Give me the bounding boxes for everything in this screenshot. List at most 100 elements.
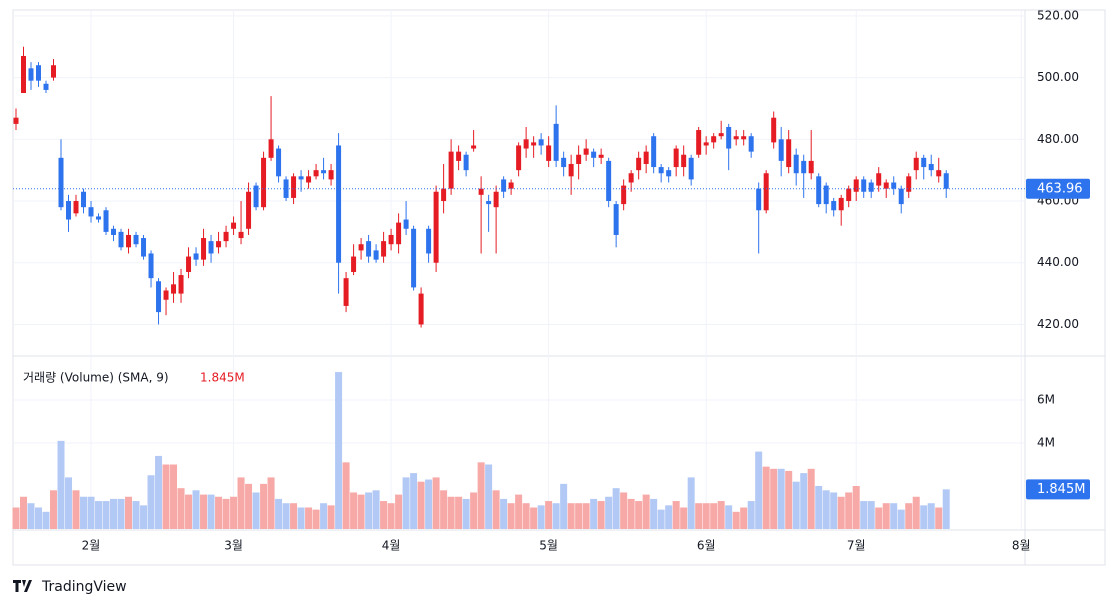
- candle-body: [703, 142, 709, 146]
- volume-bar: [582, 503, 590, 529]
- volume-bar: [170, 464, 178, 529]
- volume-bar: [680, 507, 688, 529]
- logo: TradingView: [13, 579, 127, 595]
- candle-body: [156, 281, 162, 313]
- candle-body: [96, 216, 102, 220]
- candle-body: [763, 173, 769, 211]
- candle-body: [216, 241, 222, 248]
- candle-body: [223, 231, 229, 242]
- volume-bar: [575, 503, 583, 529]
- grid: [13, 10, 1025, 530]
- candle-body: [876, 173, 882, 186]
- candle-body: [66, 201, 72, 220]
- last-volume-label: 1.845M: [1037, 482, 1085, 497]
- candle-body: [801, 160, 807, 174]
- volume-bar: [290, 503, 298, 529]
- candle-body: [306, 176, 312, 183]
- candle-body: [861, 179, 867, 192]
- candle-body: [276, 148, 282, 177]
- candle-body: [718, 133, 724, 137]
- volume-bar: [920, 505, 928, 529]
- x-tick-label: 4월: [382, 539, 401, 553]
- volume-bar: [230, 496, 238, 529]
- candle-body: [486, 201, 492, 205]
- candle-body: [898, 188, 904, 205]
- candle-body: [583, 148, 589, 155]
- volume-bar: [905, 503, 913, 529]
- volume-bar: [320, 503, 328, 529]
- volume-bar: [372, 490, 380, 529]
- last-price-label: 463.96: [1037, 181, 1083, 196]
- volume-bar: [770, 468, 778, 529]
- volume-bar: [155, 455, 163, 529]
- volume-bar: [552, 503, 560, 529]
- candle-body: [778, 139, 784, 161]
- volume-bar: [672, 501, 680, 529]
- candle-body: [808, 160, 814, 174]
- volume-bar: [65, 477, 73, 529]
- volume-bar: [50, 490, 58, 529]
- candle-body: [433, 191, 439, 263]
- candle-body: [253, 185, 259, 208]
- candle-body: [463, 154, 469, 171]
- volume-bar: [380, 501, 388, 529]
- volume-bar: [12, 507, 20, 529]
- candle-body: [831, 201, 837, 211]
- candle-body: [336, 145, 342, 263]
- volume-bar: [897, 509, 905, 529]
- volume-bar: [140, 505, 148, 529]
- volume-bar: [462, 498, 470, 529]
- volume-bar: [507, 503, 515, 529]
- volume-bar: [815, 486, 823, 529]
- candle-body: [148, 253, 154, 279]
- volume-bar: [477, 462, 485, 529]
- candle-body: [508, 182, 514, 189]
- volume-bar: [567, 503, 575, 529]
- volume-bar: [515, 494, 523, 529]
- volume-bar: [245, 483, 253, 529]
- volume-bar: [537, 505, 545, 529]
- candle-body: [366, 241, 372, 257]
- volume-bar: [792, 481, 800, 529]
- candle-body: [838, 197, 844, 211]
- volume-bar: [87, 496, 95, 529]
- candle-body: [756, 188, 762, 211]
- marks: [12, 46, 1025, 529]
- volume-bar: [875, 507, 883, 529]
- volume-bar: [57, 440, 65, 529]
- volume-bar: [710, 503, 718, 529]
- volume-bar: [365, 492, 373, 529]
- volume-bar: [807, 468, 815, 529]
- candle-body: [868, 182, 874, 192]
- volume-bar: [27, 503, 35, 529]
- volume-bar: [410, 473, 418, 529]
- volume-bar: [620, 492, 628, 529]
- volume-bar: [650, 498, 658, 529]
- candle-body: [388, 234, 394, 245]
- volume-bar: [402, 477, 410, 529]
- candle-body: [891, 182, 897, 189]
- volume-bar: [125, 496, 133, 529]
- candle-body: [441, 188, 447, 202]
- candle-body: [793, 154, 799, 174]
- volume-bar: [492, 490, 500, 529]
- candle-body: [643, 151, 649, 164]
- x-tick-label: 3월: [224, 539, 243, 553]
- candle-body: [163, 290, 169, 300]
- y-tick-label: 520.00: [1037, 8, 1079, 22]
- volume-bar: [747, 501, 755, 529]
- candle-body: [936, 170, 942, 177]
- volume-bar: [342, 462, 350, 529]
- volume-bar: [882, 503, 890, 529]
- volume-bar: [612, 488, 620, 529]
- volume-bar: [432, 477, 440, 529]
- volume-bar: [425, 479, 433, 529]
- candle-body: [943, 173, 949, 189]
- candle-body: [711, 136, 717, 143]
- candle-body: [426, 228, 432, 254]
- volume-bar: [312, 509, 320, 529]
- candle-body: [396, 222, 402, 245]
- candle-body: [88, 207, 94, 217]
- candle-body: [246, 191, 252, 229]
- candle-body: [561, 157, 567, 168]
